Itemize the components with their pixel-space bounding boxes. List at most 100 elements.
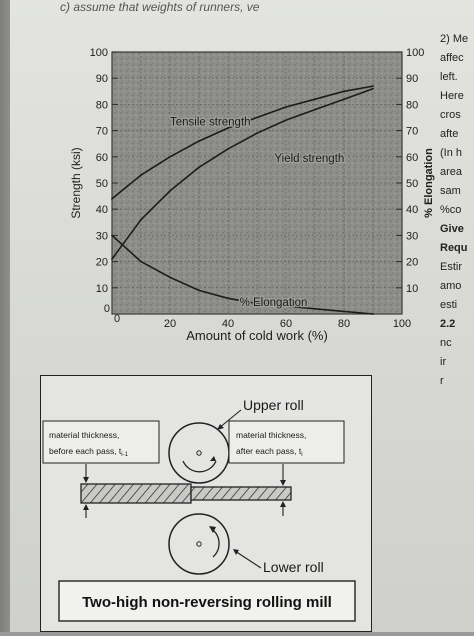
- series-lines: [111, 85, 374, 315]
- series-point: [198, 289, 200, 292]
- upper-roll-arrowhead: [210, 456, 216, 461]
- lower-roll-rotation-arrow: [212, 529, 220, 558]
- x-axis-label: Amount of cold work (%): [186, 328, 328, 343]
- lower-roll-arrowhead: [209, 526, 216, 533]
- y-origin-label: 0: [104, 303, 110, 315]
- series-point: [198, 166, 200, 169]
- y-axis-label: Strength (ksi): [69, 147, 83, 218]
- series-point: [343, 90, 345, 93]
- right-column-line: area: [440, 166, 463, 178]
- series-point: [111, 197, 113, 200]
- series-point: [372, 313, 374, 315]
- upper-roll-label: Upper roll: [243, 397, 304, 413]
- right-column-line: Here: [440, 90, 464, 102]
- series-point: [169, 155, 171, 158]
- upper-roll-center: [196, 450, 202, 456]
- series-label: % Elongation: [240, 297, 308, 309]
- y2-tick-label: 100: [406, 47, 424, 59]
- x-tick-label: 100: [393, 318, 411, 330]
- before-pass-line1: material thickness,: [49, 430, 119, 440]
- before-pass-text: before each pass, t: [49, 446, 122, 456]
- right-column-text: 2) Me affec left. Here cros afte (In h area sam%…: [440, 30, 474, 391]
- cold-work-chart: 10 20 30 40 50 60 70 80 90 100 10 20 30 40 50 60 70 80 90 1…: [60, 40, 435, 360]
- series-point: [256, 132, 258, 135]
- y-tick-label: 100: [90, 47, 108, 59]
- series-point: [285, 119, 287, 122]
- right-column-line: 2) Me: [440, 33, 469, 45]
- material-strip-before: [80, 483, 192, 504]
- upper-roll-leader-arrowhead: [217, 424, 224, 430]
- right-column-line: nc: [440, 337, 452, 349]
- series-point: [198, 140, 200, 142]
- y-tick-label: 90: [96, 73, 108, 85]
- series-point: [140, 260, 142, 263]
- after-pass-text: after each pass, t: [236, 446, 302, 456]
- y2-tick-label: 60: [406, 152, 418, 164]
- series-point: [314, 307, 316, 310]
- thickness-after-arrowhead-bottom: [280, 501, 286, 507]
- after-pass-box: [228, 420, 345, 464]
- y2-tick-label: 20: [406, 257, 418, 269]
- grid-lines: [112, 52, 402, 314]
- y-tick-label: 50: [96, 178, 108, 190]
- series-point: [111, 258, 113, 260]
- question-text-top: c) assume that weights of runners, ve: [60, 0, 260, 14]
- upper-roll-rotation-arrow: [182, 460, 217, 473]
- after-pass-line1: material thickness,: [236, 430, 306, 440]
- chart-svg: 10 20 30 40 50 60 70 80 90 100 10 20 30 40 50 60 70 80 90 1…: [69, 47, 435, 343]
- series-point: [169, 276, 171, 279]
- y2-tick-label: 80: [406, 99, 418, 111]
- after-pass-line2: after each pass, ti: [236, 446, 303, 458]
- x-origin-label: 0: [114, 313, 120, 325]
- series-point: [140, 174, 142, 177]
- x-tick-label: 80: [338, 318, 350, 330]
- series-point: [372, 87, 374, 90]
- thickness-before-arrowhead-top: [83, 477, 89, 483]
- upper-roll-leader: [218, 409, 242, 429]
- y-tick-label: 60: [96, 152, 108, 164]
- upper-roll: [168, 422, 230, 484]
- lower-roll-center: [196, 541, 202, 547]
- y-tick-label: 20: [96, 257, 108, 269]
- series-labels: Tensile strength Yield strength % Elongati…: [169, 115, 346, 310]
- y2-tick-label: 30: [406, 230, 418, 242]
- right-column-line: esti: [440, 299, 458, 311]
- series-point: [285, 305, 287, 308]
- x-tick-label: 40: [222, 318, 234, 330]
- series-point: [256, 302, 258, 305]
- series-point: [314, 98, 316, 101]
- y2-tick-label: 90: [406, 73, 418, 85]
- series-point: [227, 148, 229, 150]
- right-column-line: sam: [440, 185, 461, 197]
- series-label: Tensile strength: [170, 116, 251, 128]
- before-pass-line2: before each pass, ti-1: [49, 446, 129, 458]
- right-column-line: cros: [440, 109, 461, 121]
- material-strip-after: [190, 486, 292, 501]
- rolling-mill-svg: material thickness, before each pass, ti…: [42, 397, 356, 622]
- series-point: [227, 127, 229, 129]
- right-column-line: left.: [440, 71, 458, 83]
- tick-labels: 10 20 30 40 50 60 70 80 90 100 10 20 30 40 50 60 70 80 90 1…: [90, 47, 425, 330]
- y-tick-label: 80: [96, 99, 108, 111]
- caption-box: [58, 580, 356, 622]
- x-tick-label: 60: [280, 318, 292, 330]
- series-line-3: [111, 234, 374, 315]
- series-point: [111, 234, 113, 237]
- lower-roll-leader-arrowhead: [233, 549, 239, 555]
- x-tick-label: 20: [164, 318, 176, 330]
- y2-tick-label: 10: [406, 283, 418, 295]
- series-line-2: [111, 87, 374, 260]
- thickness-before-arrowhead-bottom: [83, 504, 89, 510]
- right-column-line: ir: [440, 356, 447, 368]
- series-point: [169, 189, 171, 192]
- y-tick-label: 30: [96, 230, 108, 242]
- lower-roll-label: Lower roll: [263, 559, 324, 575]
- y2-tick-label: 70: [406, 126, 418, 138]
- right-column-line: r: [440, 375, 444, 387]
- right-column-line: (In h: [440, 147, 463, 159]
- series-label: Yield strength: [274, 153, 344, 165]
- series-point: [140, 218, 142, 221]
- thickness-after-arrowhead-top: [280, 480, 286, 486]
- series-point: [227, 297, 229, 300]
- lower-roll-leader: [234, 550, 262, 569]
